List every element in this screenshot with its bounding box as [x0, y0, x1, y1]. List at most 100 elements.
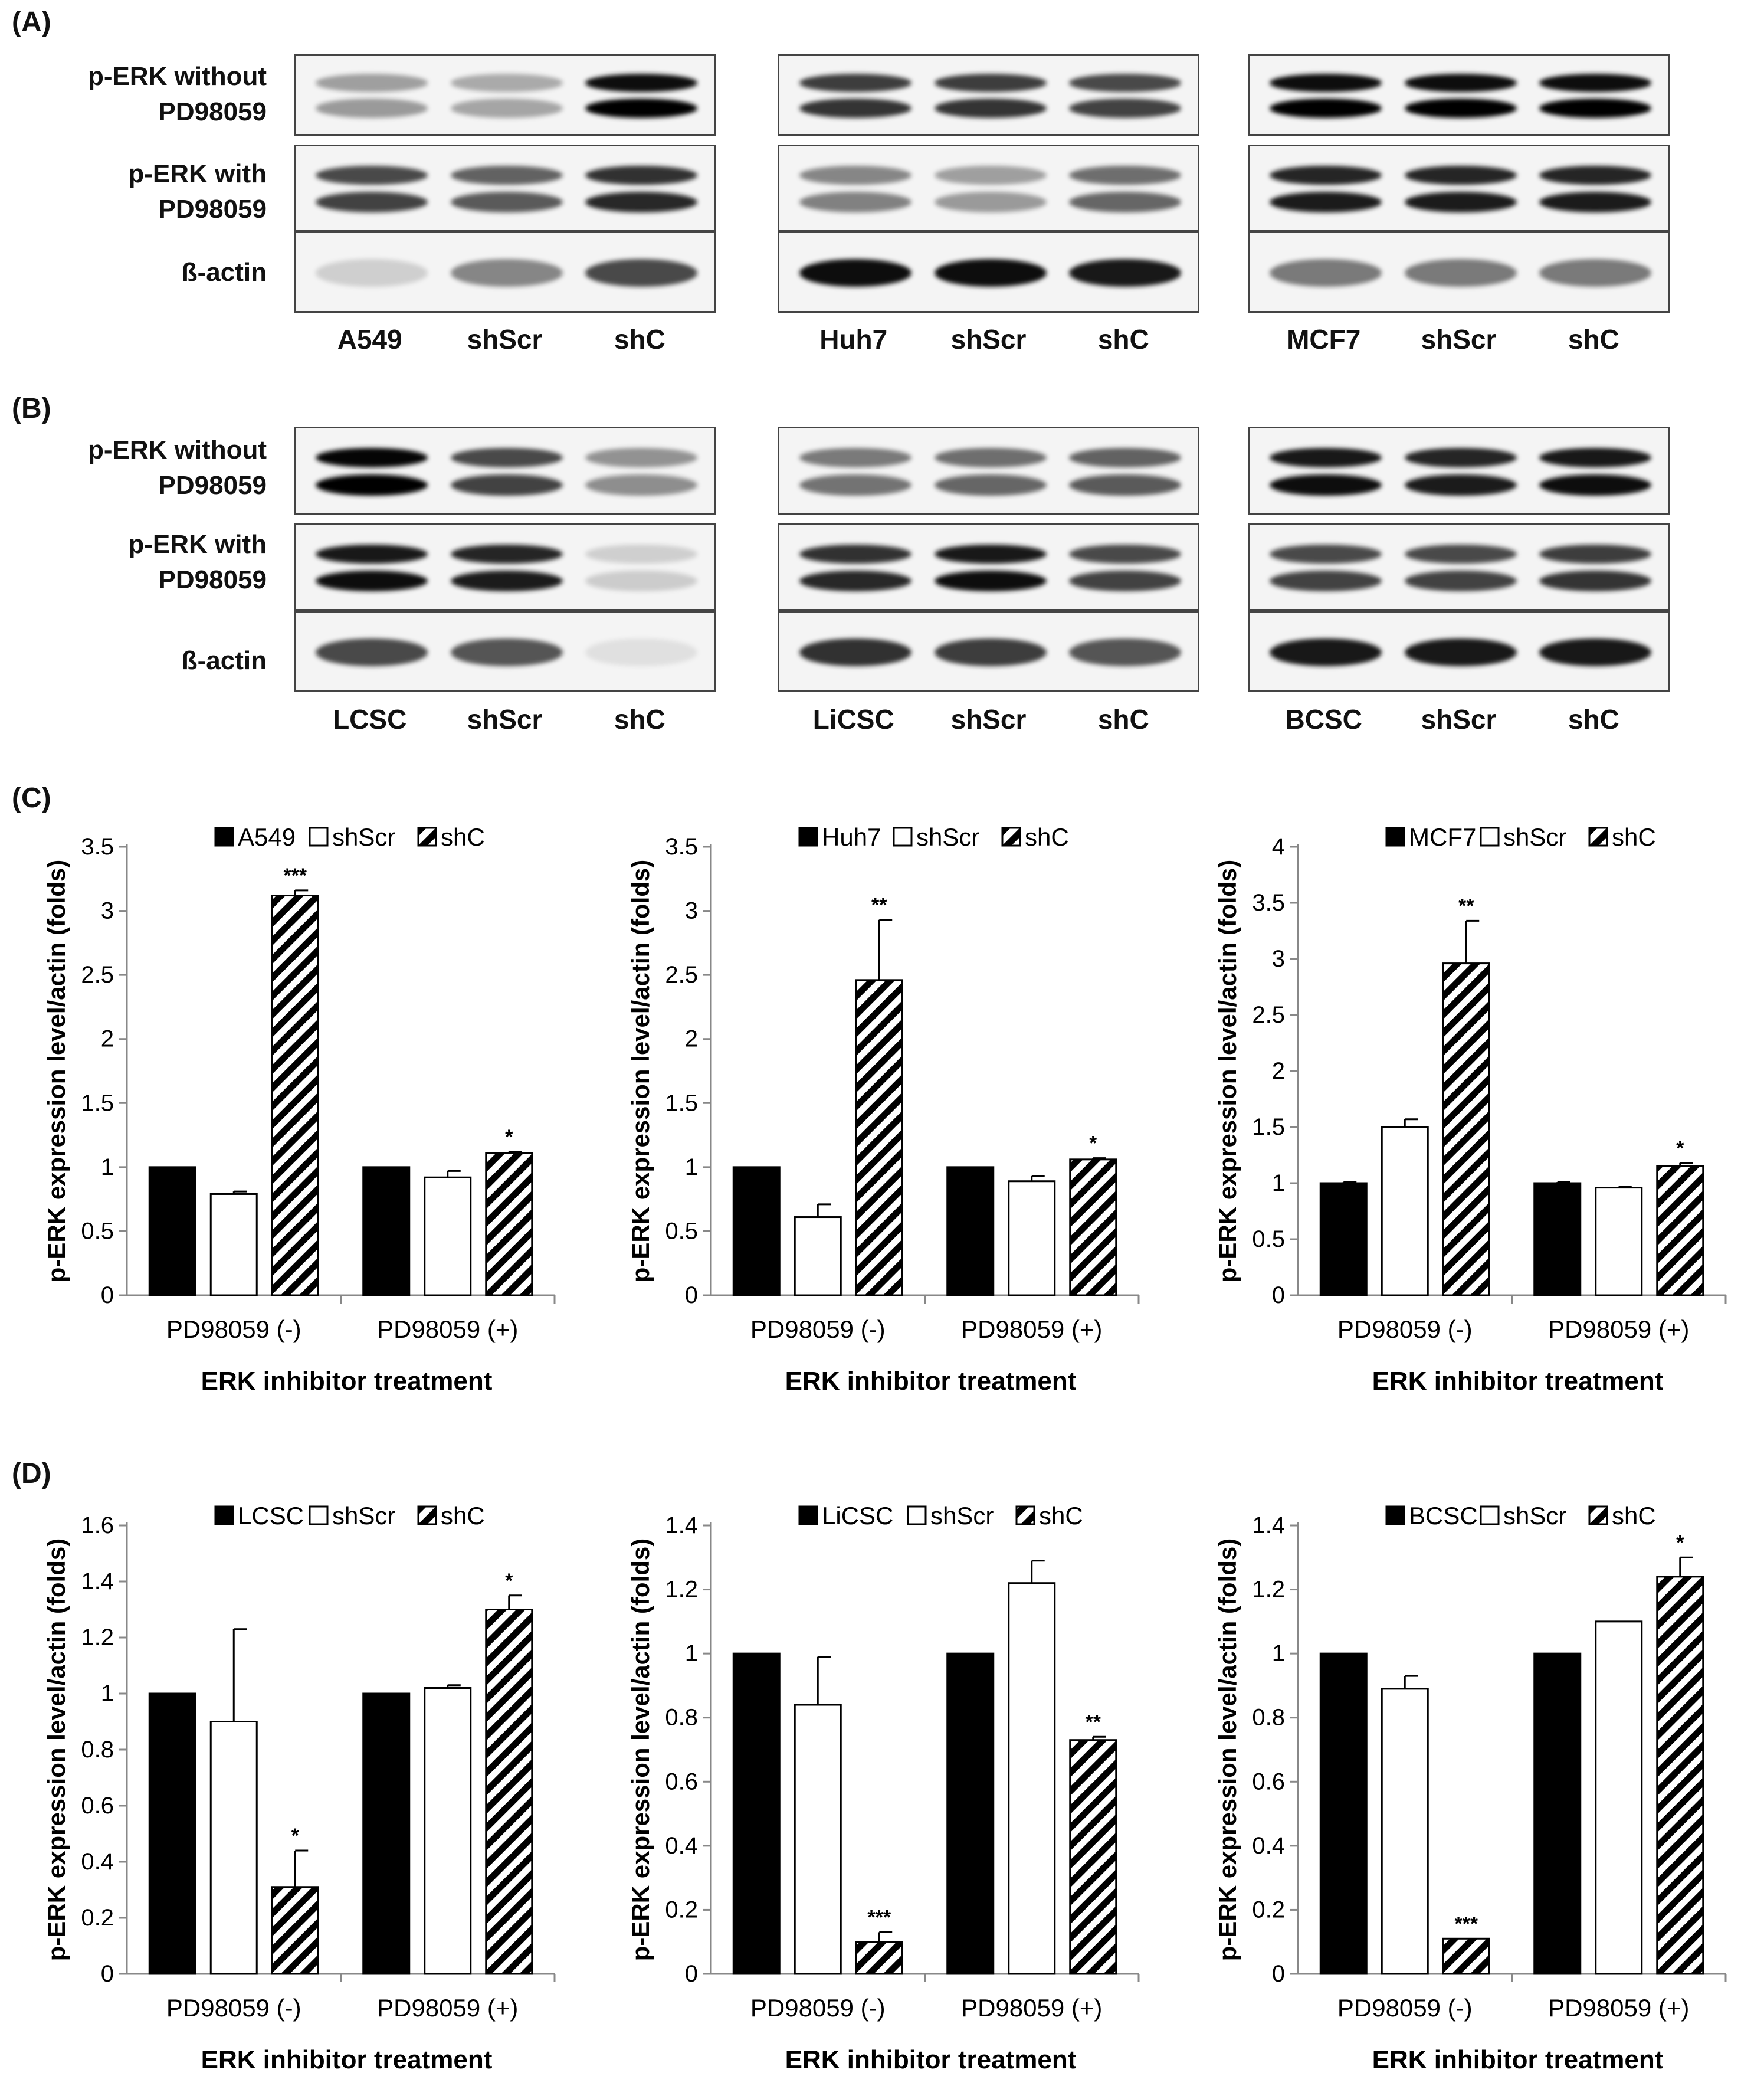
bar-shc — [855, 979, 903, 1296]
legend-swatch — [1480, 827, 1500, 847]
legend-label: shScr — [1503, 823, 1566, 851]
blot-band — [585, 74, 698, 92]
bar-shscr — [1381, 1126, 1429, 1296]
blot-band — [450, 474, 563, 496]
y-axis-label: p-ERK expression level/actin (folds) — [1214, 860, 1241, 1283]
blot-band — [934, 98, 1047, 118]
significance-label: *** — [867, 1906, 891, 1928]
blot-band — [585, 474, 698, 496]
lane-label-a-2-2: shC — [1568, 324, 1619, 355]
y-tick-label: 0.8 — [81, 1737, 114, 1763]
lane-label-a-1-2: shC — [1097, 324, 1149, 355]
y-tick-label: 0.4 — [81, 1849, 114, 1875]
bar-bcsc — [1319, 1652, 1368, 1975]
blot-strip-a-1-2 — [778, 231, 1199, 313]
y-tick-label: 0.5 — [665, 1218, 698, 1244]
category-label: PD98059 (+) — [1548, 1315, 1689, 1343]
blot-band — [585, 259, 698, 287]
bar-shc — [1656, 1165, 1704, 1296]
y-axis-label: p-ERK expression level/actin (folds) — [627, 1538, 654, 1961]
blot-band — [1539, 638, 1652, 667]
blot-band — [585, 448, 698, 467]
blot-band — [934, 638, 1047, 667]
legend-swatch — [798, 827, 818, 847]
blot-strip-b-0-2 — [294, 611, 716, 692]
y-tick-label: 1.2 — [81, 1625, 114, 1651]
category-label: PD98059 (-) — [750, 1315, 886, 1343]
legend-label: shScr — [332, 1502, 395, 1530]
blot-band — [1069, 448, 1182, 467]
blot-label-without-a: p-ERK without PD98059 — [7, 59, 267, 130]
bar-licsc — [946, 1652, 995, 1975]
category-label: PD98059 (-) — [1337, 1315, 1473, 1343]
blot-strip-b-1-2 — [778, 611, 1199, 692]
blot-band — [1539, 74, 1652, 92]
blot-band — [934, 74, 1047, 92]
blot-band — [1269, 474, 1382, 496]
blot-band — [450, 448, 563, 467]
lane-label-a-0-2: shC — [614, 324, 665, 355]
y-tick-label: 1.4 — [81, 1568, 114, 1594]
y-tick-label: 0.2 — [81, 1905, 114, 1931]
y-tick-label: 0.4 — [1252, 1833, 1285, 1859]
blot-band — [1269, 259, 1382, 287]
chart-2: 0 0.5 1 1.5 2 2.5 3 3.5 4 ** PD98059 (-) * PD98059 (… — [1171, 823, 1755, 1407]
blot-label-with-b: p-ERK with PD98059 — [7, 527, 267, 598]
legend-label: Huh7 — [822, 823, 881, 851]
lane-label-a-2-1: shScr — [1421, 324, 1497, 355]
blot-band — [1069, 570, 1182, 592]
legend-swatch — [214, 827, 234, 847]
y-tick-label: 0 — [685, 1282, 698, 1308]
y-tick-label: 0.2 — [1252, 1897, 1285, 1923]
blot-strip-b-1-0 — [778, 427, 1199, 515]
legend-swatch — [1385, 1505, 1405, 1525]
y-tick-label: 0.2 — [665, 1897, 698, 1923]
lane-label-a-1-1: shScr — [950, 324, 1027, 355]
bar-mcf7 — [1533, 1182, 1582, 1296]
chart-svg: 0 0.2 0.4 0.6 0.8 1 1.2 1.4 *** PD98059 (-) * PD980… — [1214, 1502, 1727, 2074]
y-tick-label: 1.5 — [81, 1090, 114, 1116]
y-tick-label: 0.4 — [665, 1833, 698, 1859]
significance-label: * — [1089, 1132, 1097, 1155]
y-tick-label: 0.8 — [665, 1705, 698, 1731]
blot-strip-a-2-1 — [1248, 145, 1670, 232]
chart-svg: 0 0.5 1 1.5 2 2.5 3 3.5 *** PD98059 (-) * PD98059 (… — [42, 823, 556, 1396]
x-axis-label: ERK inhibitor treatment — [201, 2045, 493, 2074]
bar-shc — [1442, 962, 1490, 1296]
blot-band — [1069, 638, 1182, 667]
chart-svg: 0 0.2 0.4 0.6 0.8 1 1.2 1.4 1.6 * PD98059 (-) * PD98… — [42, 1502, 556, 2074]
y-tick-label: 3 — [101, 898, 114, 924]
chart-4: 0 0.2 0.4 0.6 0.8 1 1.2 1.4 *** PD98059 (-) ** PD98… — [584, 1502, 1168, 2086]
chart-5: 0 0.2 0.4 0.6 0.8 1 1.2 1.4 *** PD98059 (-) * PD980… — [1171, 1502, 1755, 2086]
blot-strip-b-2-0 — [1248, 427, 1670, 515]
bar-shscr — [209, 1721, 258, 1975]
blot-strip-b-0-0 — [294, 427, 716, 515]
blot-band — [1069, 74, 1182, 92]
blot-strip-a-1-1 — [778, 145, 1199, 232]
bar-shscr — [1381, 1688, 1429, 1975]
blot-band — [450, 98, 563, 118]
legend-label: BCSC — [1409, 1502, 1478, 1530]
y-tick-label: 1.4 — [1252, 1512, 1285, 1538]
blot-band — [450, 570, 563, 592]
blot-band — [585, 98, 698, 118]
blot-band — [1069, 259, 1182, 287]
significance-label: *** — [1454, 1913, 1478, 1935]
blot-band — [1069, 474, 1182, 496]
panel-letter-b: (B) — [12, 393, 51, 424]
blot-band — [1539, 259, 1652, 287]
blot-strip-a-0-1 — [294, 145, 716, 232]
blot-band — [799, 98, 911, 118]
y-tick-label: 0 — [1272, 1282, 1285, 1308]
y-axis-label: p-ERK expression level/actin (folds) — [42, 860, 70, 1283]
legend-swatch — [417, 827, 437, 847]
bar-shscr — [424, 1687, 472, 1975]
blot-label-line: p-ERK without — [87, 435, 267, 464]
legend-swatch — [1588, 1505, 1608, 1525]
blot-strip-a-2-2 — [1248, 231, 1670, 313]
lane-label-a-1-0: Huh7 — [819, 324, 888, 355]
chart-1: 0 0.5 1 1.5 2 2.5 3 3.5 ** PD98059 (-) * PD98059 (+… — [584, 823, 1168, 1407]
chart-svg: 0 0.2 0.4 0.6 0.8 1 1.2 1.4 *** PD98059 (-) ** PD98… — [627, 1502, 1140, 2074]
blot-label-line: PD98059 — [158, 565, 267, 594]
bar-shc — [1069, 1158, 1117, 1296]
